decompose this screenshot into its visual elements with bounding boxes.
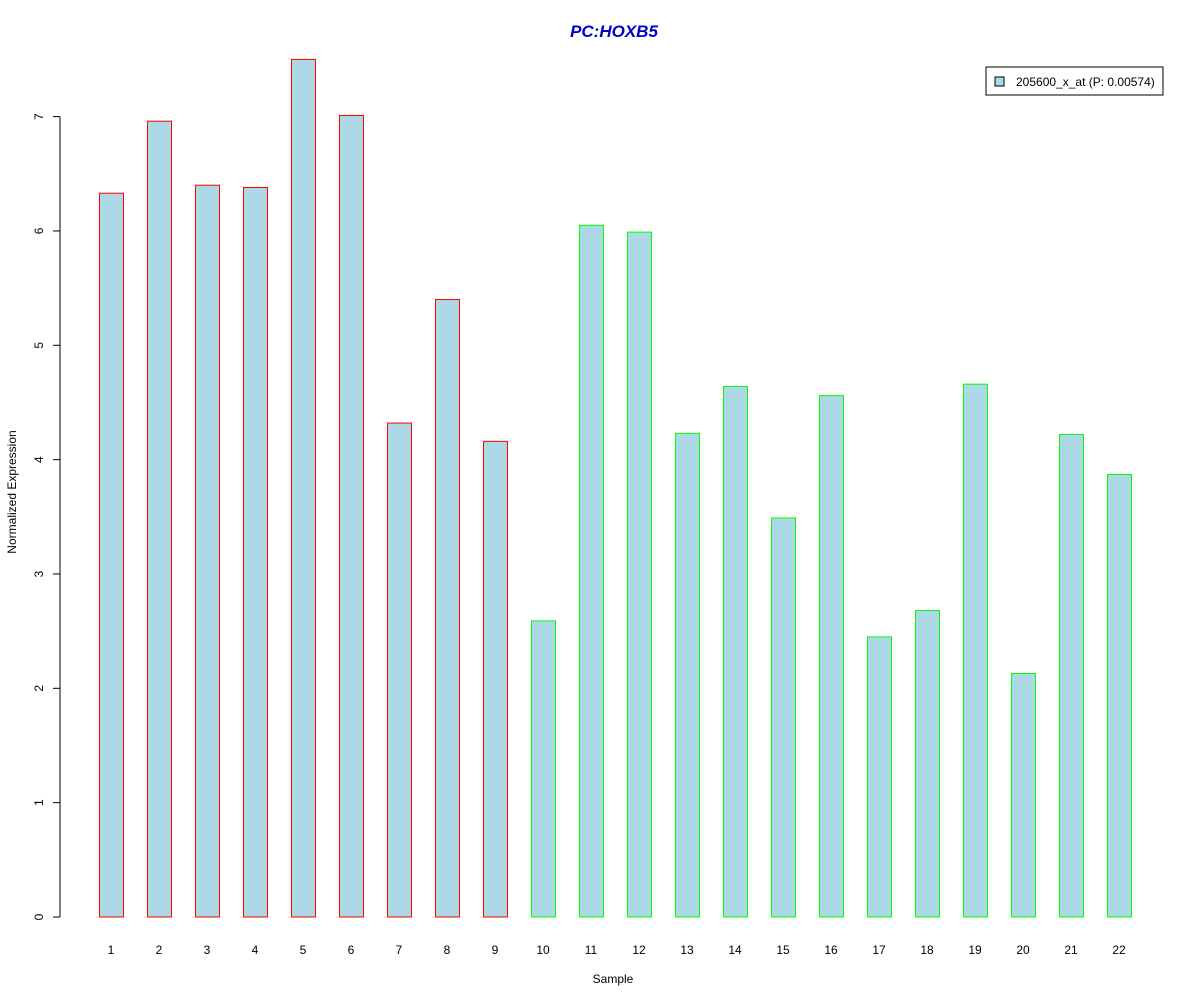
x-tick-label: 9 [492, 943, 499, 957]
x-tick-label: 3 [204, 943, 211, 957]
x-tick-label: 21 [1064, 943, 1078, 957]
x-tick-label: 13 [680, 943, 694, 957]
bar-sample-8 [435, 299, 460, 918]
legend-box [985, 66, 1164, 96]
x-tick-label: 8 [444, 943, 451, 957]
x-tick-label: 20 [1016, 943, 1030, 957]
bar-sample-12 [627, 231, 652, 918]
bar-sample-1 [99, 192, 124, 918]
x-tick-label: 11 [585, 943, 598, 957]
bar-sample-7 [387, 422, 412, 918]
x-tick-label: 2 [156, 943, 163, 957]
legend-swatch [994, 76, 1005, 87]
y-axis: 0 1 2 3 4 5 6 7 [32, 113, 61, 920]
bar-sample-20 [1011, 672, 1036, 918]
y-axis-label: Normalized Expression [5, 430, 19, 553]
x-tick-label: 5 [300, 943, 307, 957]
bar-sample-6 [339, 114, 364, 918]
y-tick-label: 4 [32, 456, 46, 463]
x-axis-label: Sample [593, 972, 634, 986]
bar-sample-13 [675, 432, 700, 918]
x-tick-label: 10 [536, 943, 550, 957]
y-tick-label: 3 [32, 570, 46, 577]
x-tick-label: 12 [632, 943, 646, 957]
x-tick-label: 7 [396, 943, 403, 957]
bar-sample-21 [1059, 433, 1084, 918]
legend-entry: 205600_x_at (P: 0.00574) [1016, 75, 1155, 89]
bar-sample-17 [867, 636, 892, 918]
bar-sample-3 [195, 184, 220, 918]
bar-sample-11 [579, 224, 604, 918]
x-tick-label: 14 [728, 943, 742, 957]
y-tick-label: 2 [32, 685, 46, 692]
x-tick-labels: 1 2 3 4 5 6 7 8 9 10 11 12 13 14 15 16 17 18 19 20 21 22 [108, 943, 1126, 957]
y-tick-label: 7 [32, 113, 46, 120]
x-tick-label: 18 [920, 943, 934, 957]
bar-sample-2 [147, 120, 172, 918]
bar-sample-22 [1107, 473, 1132, 918]
y-tick-label: 5 [32, 342, 46, 349]
bar-sample-5 [291, 58, 316, 918]
chart-title: PC:HOXB5 [570, 22, 658, 41]
y-tick-label: 1 [32, 799, 46, 806]
x-tick-label: 22 [1112, 943, 1126, 957]
x-tick-label: 19 [968, 943, 982, 957]
bar-sample-14 [723, 385, 748, 918]
bars-group [99, 58, 1132, 918]
x-tick-label: 1 [108, 943, 115, 957]
y-tick-label: 0 [32, 913, 46, 920]
bar-sample-16 [819, 395, 844, 918]
x-tick-label: 16 [824, 943, 838, 957]
bar-sample-19 [963, 383, 988, 918]
bar-sample-10 [531, 620, 556, 918]
bar-sample-18 [915, 610, 940, 918]
x-tick-label: 6 [348, 943, 355, 957]
legend: 205600_x_at (P: 0.00574) [985, 66, 1164, 96]
bar-sample-4 [243, 186, 268, 918]
x-tick-label: 15 [776, 943, 790, 957]
x-tick-label: 17 [872, 943, 886, 957]
x-tick-label: 4 [252, 943, 259, 957]
bar-sample-15 [771, 517, 796, 918]
bar-sample-9 [483, 440, 508, 918]
y-tick-label: 6 [32, 227, 46, 234]
